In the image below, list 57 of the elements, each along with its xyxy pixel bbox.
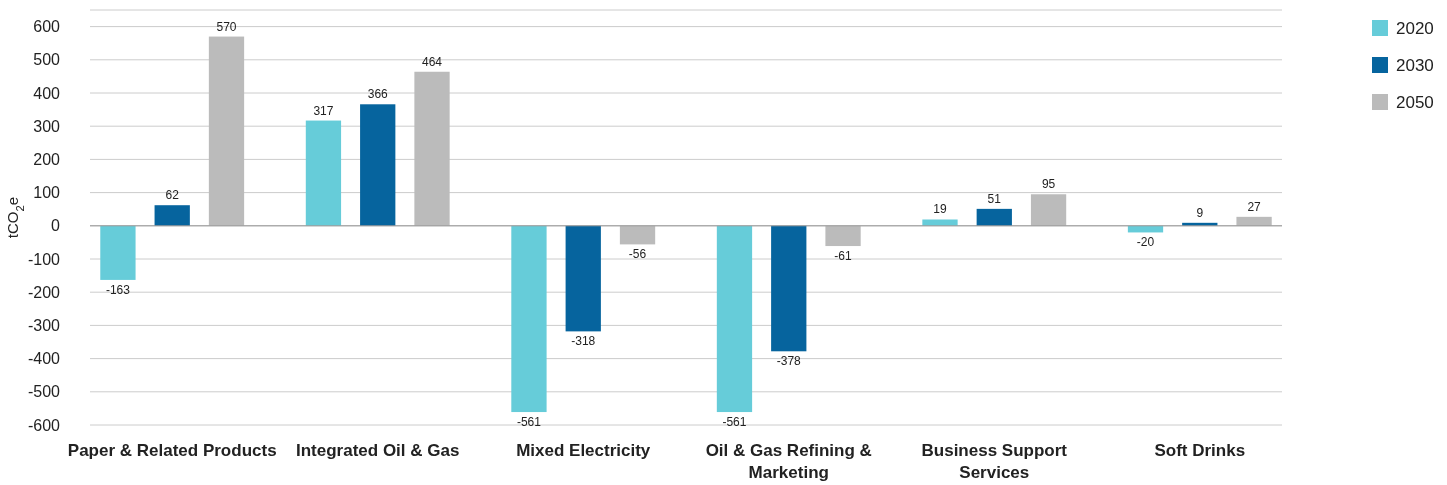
data-label: 51 bbox=[987, 191, 1002, 206]
legend-label: 2020 bbox=[1396, 18, 1434, 38]
data-label: -318 bbox=[571, 334, 596, 349]
data-label: -163 bbox=[105, 282, 131, 297]
x-tick-label: Business Support Services bbox=[921, 441, 1068, 482]
data-label: -61 bbox=[834, 249, 853, 264]
bar bbox=[305, 120, 342, 226]
data-label: 464 bbox=[422, 54, 443, 69]
bar bbox=[825, 225, 861, 247]
x-tick-label: Integrated Oil & Gas bbox=[296, 441, 460, 460]
data-label: -378 bbox=[776, 354, 802, 369]
x-tick-label: Soft Drinks bbox=[1154, 441, 1246, 460]
bar bbox=[100, 225, 136, 280]
legend-label: 2030 bbox=[1396, 55, 1434, 75]
y-tick-label: 200 bbox=[33, 151, 61, 168]
x-tick-label: Oil & Gas Refining & Marketing bbox=[705, 441, 872, 482]
bar bbox=[360, 104, 396, 226]
y-tick-label: -200 bbox=[27, 283, 61, 301]
data-label: -20 bbox=[1136, 235, 1155, 250]
bar bbox=[208, 36, 245, 226]
y-tick-label: 600 bbox=[33, 18, 61, 36]
bar bbox=[619, 225, 656, 245]
data-label: -561 bbox=[722, 415, 747, 430]
y-tick-label: 0 bbox=[51, 217, 61, 235]
data-label: -56 bbox=[628, 247, 647, 262]
y-tick-label: -600 bbox=[27, 416, 61, 434]
data-label: 317 bbox=[313, 103, 334, 118]
y-tick-label: -100 bbox=[27, 250, 61, 268]
data-label: 95 bbox=[1041, 177, 1056, 192]
data-label: 27 bbox=[1247, 199, 1262, 214]
data-label: -561 bbox=[516, 415, 542, 430]
y-tick-label: 500 bbox=[33, 51, 61, 69]
bar bbox=[771, 225, 807, 352]
bar bbox=[154, 205, 190, 226]
bar bbox=[716, 225, 753, 413]
bar bbox=[1127, 225, 1164, 233]
data-label: 570 bbox=[216, 19, 237, 34]
bar bbox=[1030, 194, 1067, 226]
y-tick-label: -500 bbox=[27, 383, 61, 401]
y-tick-label: -300 bbox=[27, 317, 61, 334]
bar bbox=[414, 71, 450, 226]
y-tick-label: 300 bbox=[33, 117, 61, 135]
bar bbox=[565, 225, 601, 332]
bar bbox=[922, 219, 958, 226]
bar bbox=[511, 225, 547, 413]
y-tick-label: -400 bbox=[27, 350, 61, 368]
legend-label: 2050 bbox=[1396, 92, 1434, 112]
data-label: 62 bbox=[165, 188, 180, 203]
x-tick-label: Mixed Electricity bbox=[516, 441, 651, 460]
data-label: 19 bbox=[933, 202, 947, 217]
bar bbox=[976, 208, 1012, 226]
x-tick-label: Paper & Related Products bbox=[67, 441, 277, 460]
bar bbox=[1236, 216, 1272, 226]
y-tick-label: 400 bbox=[33, 84, 61, 102]
y-tick-label: 100 bbox=[33, 184, 61, 202]
data-label: 9 bbox=[1196, 205, 1204, 220]
data-label: 366 bbox=[367, 87, 389, 102]
